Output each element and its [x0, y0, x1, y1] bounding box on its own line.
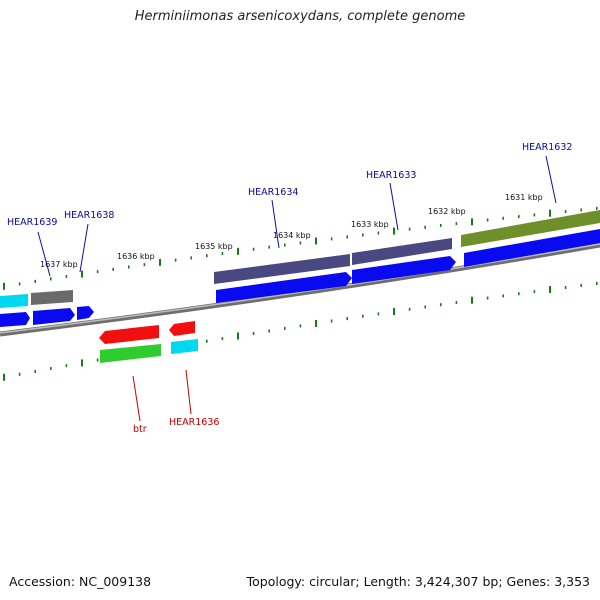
kbp-label-1633: 1633 kbp	[351, 220, 389, 229]
genome-backbone	[0, 242, 600, 337]
kbp-label-1636: 1636 kbp	[117, 252, 155, 261]
kbp-label-1637: 1637 kbp	[40, 260, 78, 269]
gene-arrow-btr[interactable]	[99, 325, 159, 344]
feature-bar-gray[interactable]	[31, 290, 73, 305]
leader-lines	[37, 155, 557, 422]
kbp-label-1635: 1635 kbp	[195, 242, 233, 251]
forward-feature-bars	[0, 210, 600, 308]
feature-bar-hear1633[interactable]	[352, 238, 452, 265]
map-title: Herminiimonas arsenicoxydans, complete g…	[134, 9, 466, 24]
gene-label-hear1638: HEAR1638	[64, 210, 114, 221]
kbp-label-1631: 1631 kbp	[505, 193, 543, 202]
forward-gene-arrows	[0, 229, 600, 327]
kbp-label-1632: 1632 kbp	[428, 207, 466, 216]
gene-label-hear1633: HEAR1633	[366, 170, 416, 181]
inner-tick-ring	[3, 281, 598, 381]
feature-bar-cyan-left[interactable]	[0, 294, 28, 308]
gene-label-hear1632: HEAR1632	[522, 142, 572, 153]
feature-bar-hear1634[interactable]	[214, 254, 350, 284]
gene-arrow-hear1633[interactable]	[352, 256, 456, 284]
feature-bar-btr[interactable]	[100, 344, 161, 363]
gene-arrow-hear1638-b[interactable]	[77, 306, 94, 320]
gene-arrow-hear1636[interactable]	[169, 321, 195, 336]
gene-label-btr: btr	[133, 424, 147, 435]
accession-text: Accession: NC_009138	[9, 574, 152, 589]
gene-label-hear1636: HEAR1636	[169, 417, 219, 428]
gene-arrow-hear1632[interactable]	[464, 229, 600, 267]
feature-bar-hear1632[interactable]	[461, 210, 600, 247]
kbp-label-1634: 1634 kbp	[273, 231, 311, 240]
outer-tick-ring	[3, 206, 598, 290]
genome-summary-text: Topology: circular; Length: 3,424,307 bp…	[246, 574, 590, 589]
gene-arrow-hear1638-a[interactable]	[33, 308, 75, 325]
gene-label-hear1639: HEAR1639	[7, 217, 57, 228]
feature-bar-hear1636[interactable]	[171, 339, 198, 354]
gene-label-hear1634: HEAR1634	[248, 187, 298, 198]
gene-arrow-hear1639[interactable]	[0, 312, 30, 327]
gene-arrow-hear1634[interactable]	[216, 272, 352, 303]
reverse-genes	[99, 321, 198, 363]
